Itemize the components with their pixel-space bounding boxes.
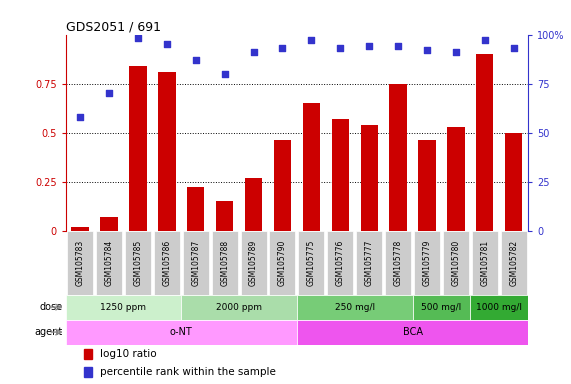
- Bar: [299, 230, 324, 295]
- Bar: [385, 230, 411, 295]
- Text: GSM105778: GSM105778: [393, 240, 403, 286]
- Text: GSM105790: GSM105790: [278, 239, 287, 286]
- Bar: [71, 227, 89, 230]
- Bar: [443, 230, 469, 295]
- Text: agent: agent: [34, 327, 63, 337]
- Bar: [332, 119, 349, 230]
- Text: GSM105785: GSM105785: [134, 240, 142, 286]
- Text: GSM105783: GSM105783: [75, 240, 85, 286]
- Text: GSM105779: GSM105779: [423, 239, 432, 286]
- Text: 2000 ppm: 2000 ppm: [216, 303, 262, 312]
- Bar: [245, 178, 262, 230]
- Bar: [154, 230, 180, 295]
- Point: [104, 90, 114, 96]
- Point: [307, 37, 316, 43]
- Bar: [297, 295, 412, 319]
- Text: percentile rank within the sample: percentile rank within the sample: [100, 367, 276, 377]
- Bar: [414, 230, 440, 295]
- Point: [191, 57, 200, 63]
- Point: [75, 114, 85, 120]
- Point: [393, 43, 403, 50]
- Point: [365, 43, 374, 50]
- Bar: [84, 367, 93, 377]
- Text: GDS2051 / 691: GDS2051 / 691: [66, 20, 160, 33]
- Text: BCA: BCA: [403, 327, 423, 337]
- Text: 1250 ppm: 1250 ppm: [100, 303, 147, 312]
- Bar: [84, 349, 93, 359]
- Text: 500 mg/l: 500 mg/l: [421, 303, 461, 312]
- Point: [509, 45, 518, 51]
- Text: 250 mg/l: 250 mg/l: [335, 303, 375, 312]
- Point: [134, 35, 143, 41]
- Bar: [270, 230, 295, 295]
- Point: [278, 45, 287, 51]
- Bar: [66, 319, 297, 344]
- Point: [480, 37, 489, 43]
- Bar: [389, 84, 407, 230]
- Text: log10 ratio: log10 ratio: [100, 349, 157, 359]
- Point: [249, 49, 258, 55]
- Bar: [327, 230, 353, 295]
- Point: [423, 47, 432, 53]
- Bar: [297, 319, 528, 344]
- Text: GSM105787: GSM105787: [191, 240, 200, 286]
- Text: dose: dose: [39, 302, 63, 312]
- Bar: [96, 230, 122, 295]
- Point: [220, 71, 229, 77]
- Bar: [129, 66, 147, 230]
- Bar: [501, 230, 526, 295]
- Text: GSM105786: GSM105786: [162, 240, 171, 286]
- Bar: [447, 127, 465, 230]
- Bar: [274, 141, 291, 230]
- Bar: [303, 103, 320, 230]
- Text: GSM105781: GSM105781: [480, 240, 489, 286]
- Bar: [419, 141, 436, 230]
- Text: GSM105780: GSM105780: [452, 240, 460, 286]
- Bar: [125, 230, 151, 295]
- Text: GSM105784: GSM105784: [104, 240, 114, 286]
- Bar: [183, 230, 209, 295]
- Bar: [360, 125, 378, 230]
- Bar: [182, 295, 297, 319]
- Text: GSM105789: GSM105789: [249, 240, 258, 286]
- Point: [336, 45, 345, 51]
- Bar: [356, 230, 382, 295]
- Bar: [472, 230, 498, 295]
- Bar: [476, 54, 493, 230]
- Point: [162, 41, 171, 48]
- Point: [451, 49, 460, 55]
- Bar: [471, 295, 528, 319]
- Text: GSM105777: GSM105777: [365, 239, 373, 286]
- Bar: [100, 217, 118, 230]
- Text: 1000 mg/l: 1000 mg/l: [476, 303, 522, 312]
- Bar: [67, 230, 93, 295]
- Text: o-NT: o-NT: [170, 327, 192, 337]
- Text: GSM105776: GSM105776: [336, 239, 345, 286]
- Bar: [240, 230, 267, 295]
- Text: GSM105788: GSM105788: [220, 240, 229, 286]
- Bar: [187, 187, 204, 230]
- Bar: [413, 295, 471, 319]
- Text: GSM105775: GSM105775: [307, 239, 316, 286]
- Bar: [212, 230, 238, 295]
- Text: GSM105782: GSM105782: [509, 240, 518, 286]
- Bar: [216, 201, 234, 230]
- Bar: [158, 72, 175, 230]
- Bar: [66, 295, 182, 319]
- Bar: [505, 132, 522, 230]
